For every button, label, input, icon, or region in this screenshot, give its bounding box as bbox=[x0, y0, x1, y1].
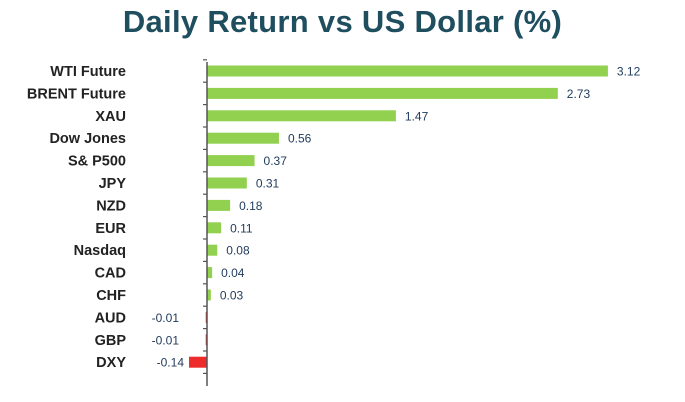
bars-layer bbox=[189, 65, 608, 368]
value-label: 3.12 bbox=[617, 65, 641, 79]
bar-dow-jones bbox=[207, 132, 279, 144]
bar-jpy bbox=[207, 177, 247, 189]
category-label: S& P500 bbox=[68, 154, 126, 170]
bar-s-p500 bbox=[207, 155, 255, 167]
category-label: JPY bbox=[99, 176, 127, 192]
labels-layer: WTI Future 3.12 BRENT Future 2.73 XAU 1.47 Dow… bbox=[27, 64, 641, 371]
category-axis bbox=[203, 59, 208, 386]
bar-cad bbox=[207, 267, 213, 279]
category-label: XAU bbox=[95, 109, 126, 125]
value-label: -0.14 bbox=[157, 356, 185, 370]
bar-chf bbox=[207, 289, 211, 301]
category-label: WTI Future bbox=[50, 64, 126, 80]
category-label: DXY bbox=[96, 355, 126, 371]
value-label: 0.56 bbox=[288, 132, 312, 146]
category-label: Dow Jones bbox=[49, 131, 126, 147]
category-label: GBP bbox=[95, 333, 127, 349]
bar-nasdaq bbox=[207, 244, 218, 256]
value-label: 0.08 bbox=[226, 244, 250, 258]
value-label: 0.18 bbox=[239, 199, 263, 213]
value-label: -0.01 bbox=[152, 311, 180, 325]
bar-wti-future bbox=[207, 65, 608, 77]
bar-xau bbox=[207, 110, 396, 122]
category-label: BRENT Future bbox=[27, 86, 126, 102]
value-label: 1.47 bbox=[405, 109, 429, 123]
chart-title: Daily Return vs US Dollar (%) bbox=[122, 4, 563, 39]
value-label: 0.04 bbox=[221, 266, 245, 280]
value-label: 0.31 bbox=[256, 177, 280, 191]
bar-nzd bbox=[207, 199, 231, 211]
bar-brent-future bbox=[207, 87, 558, 99]
value-label: 0.11 bbox=[230, 221, 253, 235]
bar-eur bbox=[207, 222, 222, 234]
value-label: 0.37 bbox=[264, 154, 288, 168]
category-label: CAD bbox=[95, 266, 126, 282]
value-label: 0.03 bbox=[220, 289, 244, 303]
category-label: NZD bbox=[96, 198, 126, 214]
category-label: AUD bbox=[95, 310, 126, 326]
category-label: EUR bbox=[95, 221, 126, 237]
value-label: 2.73 bbox=[567, 87, 591, 101]
category-label: Nasdaq bbox=[74, 243, 126, 259]
category-label: CHF bbox=[96, 288, 126, 304]
bar-dxy bbox=[189, 356, 207, 368]
value-label: -0.01 bbox=[152, 333, 180, 347]
